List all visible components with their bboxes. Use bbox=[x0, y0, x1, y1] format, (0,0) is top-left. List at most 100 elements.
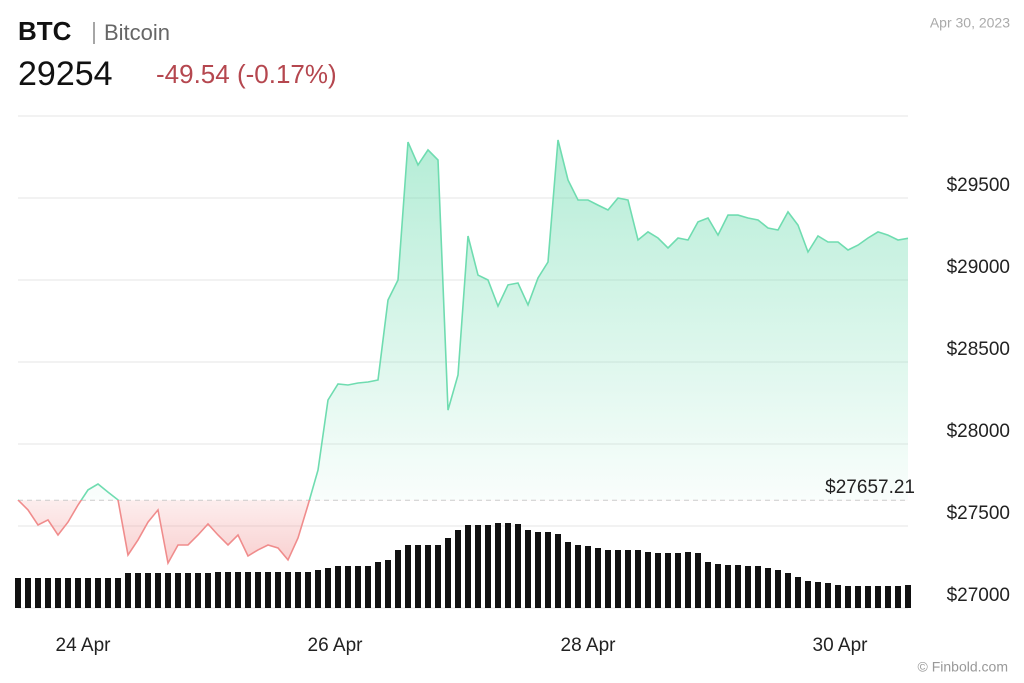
volume-bar bbox=[335, 566, 341, 608]
volume-bar bbox=[475, 525, 481, 608]
volume-bar bbox=[85, 578, 91, 608]
volume-bar bbox=[455, 530, 461, 608]
x-tick-label: 26 Apr bbox=[308, 635, 364, 656]
volume-bar bbox=[715, 564, 721, 608]
volume-bar bbox=[105, 578, 111, 608]
volume-bar bbox=[205, 573, 211, 608]
volume-bar bbox=[165, 573, 171, 608]
volume-bar bbox=[685, 552, 691, 608]
volume-bar bbox=[815, 582, 821, 608]
volume-bar bbox=[185, 573, 191, 608]
volume-bar bbox=[595, 548, 601, 608]
volume-bar bbox=[195, 573, 201, 608]
y-tick-label: $27000 bbox=[947, 585, 1010, 606]
volume-bar bbox=[175, 573, 181, 608]
volume-bar bbox=[485, 525, 491, 608]
volume-bar bbox=[805, 581, 811, 608]
volume-bar bbox=[675, 553, 681, 608]
y-tick-label: $28500 bbox=[947, 339, 1010, 360]
volume-bar bbox=[625, 550, 631, 608]
volume-bar bbox=[565, 542, 571, 608]
x-tick-label: 30 Apr bbox=[813, 635, 869, 656]
volume-bar bbox=[665, 553, 671, 608]
volume-bar bbox=[355, 566, 361, 608]
volume-bar bbox=[225, 572, 231, 608]
volume-bar bbox=[855, 586, 861, 608]
volume-bar bbox=[395, 550, 401, 608]
volume-bar bbox=[445, 538, 451, 608]
x-tick-label: 28 Apr bbox=[561, 635, 617, 656]
volume-bar bbox=[765, 568, 771, 608]
volume-bar bbox=[415, 545, 421, 608]
volume-bar bbox=[265, 572, 271, 608]
volume-bar bbox=[125, 573, 131, 608]
volume-bar bbox=[255, 572, 261, 608]
volume-bar bbox=[755, 566, 761, 608]
volume-bar bbox=[325, 568, 331, 608]
volume-bar bbox=[605, 550, 611, 608]
volume-bar bbox=[15, 578, 21, 608]
volume-bar bbox=[45, 578, 51, 608]
volume-bar bbox=[65, 578, 71, 608]
volume-bar bbox=[75, 578, 81, 608]
volume-bar bbox=[525, 530, 531, 608]
volume-bar bbox=[865, 586, 871, 608]
x-tick-label: 24 Apr bbox=[56, 635, 112, 656]
volume-bar bbox=[655, 553, 661, 608]
volume-bar bbox=[405, 545, 411, 608]
volume-bar bbox=[35, 578, 41, 608]
volume-bar bbox=[285, 572, 291, 608]
volume-bar bbox=[435, 545, 441, 608]
volume-bar bbox=[305, 572, 311, 608]
volume-bar bbox=[635, 550, 641, 608]
volume-bar bbox=[895, 586, 901, 608]
volume-bar bbox=[745, 566, 751, 608]
volume-bar bbox=[515, 524, 521, 608]
volume-bar bbox=[825, 583, 831, 608]
volume-bar bbox=[95, 578, 101, 608]
volume-bar bbox=[365, 566, 371, 608]
volume-bar bbox=[425, 545, 431, 608]
volume-bar bbox=[465, 525, 471, 608]
volume-bar bbox=[385, 560, 391, 608]
volume-bar bbox=[155, 573, 161, 608]
volume-bar bbox=[235, 572, 241, 608]
volume-bar bbox=[25, 578, 31, 608]
coin-name: Bitcoin bbox=[104, 20, 170, 45]
y-tick-label: $28000 bbox=[947, 421, 1010, 442]
price: 29254 bbox=[18, 55, 113, 93]
volume-bar bbox=[215, 572, 221, 608]
volume-bar bbox=[775, 570, 781, 608]
volume-bar bbox=[505, 523, 511, 608]
volume-bar bbox=[245, 572, 251, 608]
price-change: -49.54 (-0.17%) bbox=[156, 59, 337, 89]
volume-bar bbox=[315, 570, 321, 608]
volume-bar bbox=[535, 532, 541, 608]
volume-bar bbox=[705, 562, 711, 608]
volume-bar bbox=[905, 585, 911, 608]
volume-bar bbox=[575, 545, 581, 608]
baseline-label: $27657.21 bbox=[825, 477, 915, 498]
volume-bar bbox=[55, 578, 61, 608]
volume-bar bbox=[345, 566, 351, 608]
volume-bar bbox=[555, 534, 561, 608]
price-line bbox=[17, 139, 909, 566]
y-tick-label: $29500 bbox=[947, 175, 1010, 196]
volume-bar bbox=[725, 565, 731, 608]
symbol: BTC bbox=[18, 16, 72, 46]
volume-bar bbox=[835, 585, 841, 608]
volume-bar bbox=[695, 553, 701, 608]
volume-bar bbox=[795, 577, 801, 608]
volume-bar bbox=[135, 573, 141, 608]
volume-bar bbox=[615, 550, 621, 608]
y-tick-label: $29000 bbox=[947, 257, 1010, 278]
volume-bar bbox=[275, 572, 281, 608]
volume-bar bbox=[495, 523, 501, 608]
y-tick-label: $27500 bbox=[947, 503, 1010, 524]
volume-bar bbox=[645, 552, 651, 608]
volume-bar bbox=[735, 565, 741, 608]
volume-bar bbox=[785, 573, 791, 608]
credit: © Finbold.com bbox=[918, 659, 1008, 675]
volume-bar bbox=[295, 572, 301, 608]
